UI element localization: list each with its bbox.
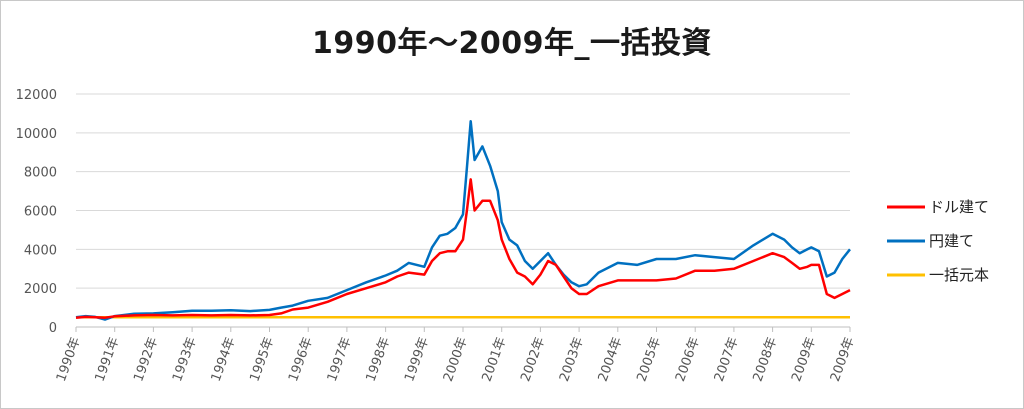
chart-title: 1990年～2009年_一括投資 <box>312 26 712 61</box>
y-tick-label: 2000 <box>24 282 57 297</box>
series-lines <box>75 119 851 321</box>
x-tick-label: 2007年 <box>712 335 742 383</box>
x-tick-label: 1999年 <box>402 335 432 383</box>
x-tick-label: 2005年 <box>634 335 664 383</box>
legend-label-2: 一括元本 <box>929 266 989 284</box>
x-tick-label: 2003年 <box>557 335 587 383</box>
y-tick-label: 4000 <box>24 243 57 258</box>
y-tick-label: 10000 <box>16 127 57 142</box>
x-tick-label: 2004年 <box>596 335 626 383</box>
x-tick-label: 1992年 <box>131 335 161 383</box>
x-tick-label: 2001年 <box>480 335 510 383</box>
y-axis-ticks: 0 2000 4000 6000 8000 10000 12000 <box>16 88 57 336</box>
x-tick-label: 2008年 <box>750 335 780 383</box>
series-line-1 <box>75 119 851 321</box>
x-tick-label: 2002年 <box>518 335 548 383</box>
x-tick-label: 1990年 <box>54 335 84 383</box>
x-tick-label: 1998年 <box>363 335 393 383</box>
x-tick-label: 2009年 <box>828 335 858 383</box>
x-tick-label: 1995年 <box>247 335 277 383</box>
legend-label-0: ドル建て <box>929 198 989 216</box>
gridlines <box>76 93 850 328</box>
y-tick-label: 6000 <box>24 205 57 220</box>
y-tick-label: 8000 <box>24 166 57 181</box>
legend-label-1: 円建て <box>929 232 974 250</box>
x-tick-label: 1996年 <box>286 335 316 383</box>
y-tick-label: 0 <box>49 321 57 336</box>
x-tick-label: 1997年 <box>325 335 355 383</box>
x-axis-ticks: 1990年 1991年 1992年 1993年 1994年 1995年 1996年 1997年… <box>54 327 858 384</box>
x-tick-label: 2006年 <box>673 335 703 383</box>
x-tick-label: 2000年 <box>441 335 471 383</box>
x-tick-label: 1994年 <box>209 335 239 383</box>
x-tick-label: 1991年 <box>93 335 123 383</box>
series-line-0 <box>75 178 851 319</box>
y-tick-label: 12000 <box>16 88 57 103</box>
x-tick-label: 1993年 <box>170 335 200 383</box>
x-tick-label: 2009年 <box>789 335 819 383</box>
